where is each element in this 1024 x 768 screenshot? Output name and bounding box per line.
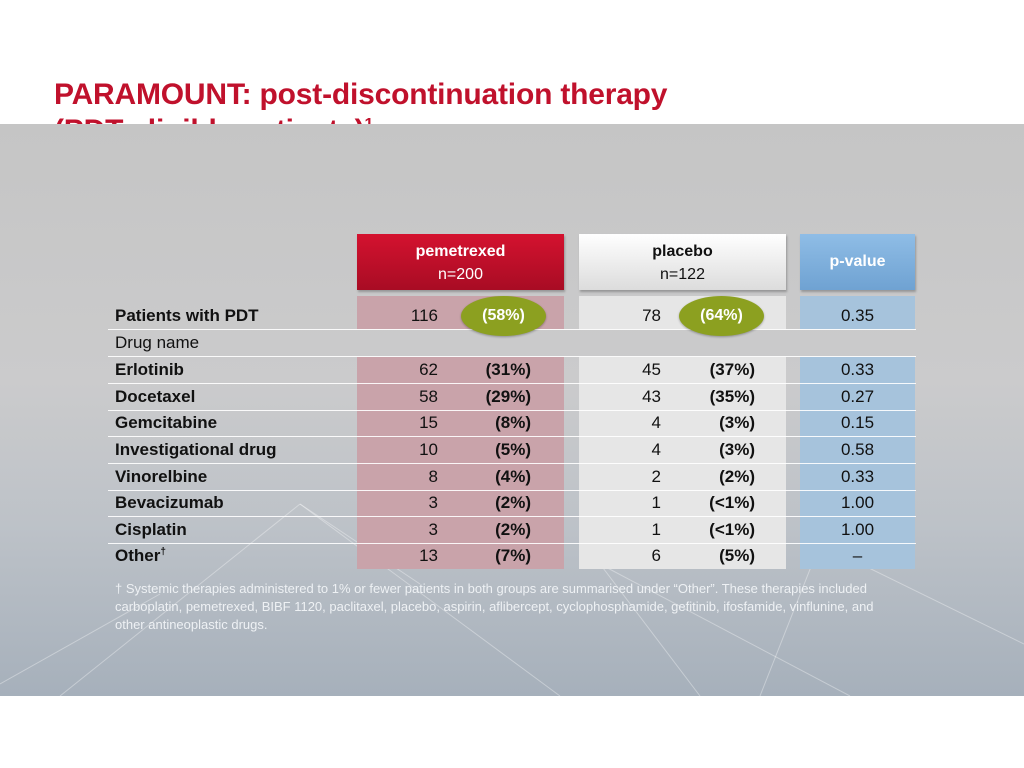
drug-label-text: Bevacizumab	[115, 493, 224, 512]
drug-label-text: Other	[115, 546, 161, 565]
summary-pemetrexed-percent-highlight: (58%)	[461, 296, 546, 336]
drug-pvalue: 1.00	[840, 520, 875, 539]
drug-label-text: Investigational drug	[115, 440, 277, 459]
drug-placebo-count: 4	[651, 440, 661, 459]
drug-label-text: Erlotinib	[115, 360, 184, 379]
drug-pemetrexed-count: 3	[428, 493, 438, 512]
summary-pvalue: 0.35	[840, 306, 875, 325]
drug-placebo-percent: (<1%)	[709, 520, 755, 539]
drug-row-label: Bevacizumab	[115, 490, 224, 516]
pemetrexed-header-name: pemetrexed	[415, 243, 506, 260]
row-separator	[108, 516, 916, 517]
drug-pvalue: 0.33	[840, 360, 875, 379]
drug-pvalue: 0.58	[840, 440, 875, 459]
drug-pemetrexed-count: 13	[419, 546, 438, 565]
drug-pvalue: –	[852, 546, 863, 565]
drug-placebo-count: 4	[651, 413, 661, 432]
drug-row-label: Erlotinib	[115, 357, 184, 383]
drug-placebo-percent: (3%)	[719, 413, 755, 432]
drug-row-label: Docetaxel	[115, 384, 195, 410]
drug-pemetrexed-count: 10	[419, 440, 438, 459]
row-separator	[108, 436, 916, 437]
drug-row-label: Cisplatin	[115, 517, 187, 543]
drug-pemetrexed-percent: (4%)	[495, 467, 531, 486]
drug-pemetrexed-percent: (2%)	[495, 493, 531, 512]
drug-label-text: Docetaxel	[115, 387, 196, 406]
summary-row-label: Patients with PDT	[115, 306, 259, 325]
drug-pemetrexed-percent: (7%)	[495, 546, 531, 565]
drug-label-text: Gemcitabine	[115, 413, 218, 432]
drug-placebo-percent: (3%)	[719, 440, 755, 459]
drug-pemetrexed-percent: (8%)	[495, 413, 531, 432]
drug-pemetrexed-percent: (29%)	[485, 387, 531, 406]
row-separator	[108, 543, 916, 544]
pvalue-header: p-value	[800, 234, 915, 290]
drug-pemetrexed-count: 15	[419, 413, 438, 432]
drug-pvalue: 0.27	[840, 387, 875, 406]
drug-row-label: Gemcitabine	[115, 410, 217, 436]
footnote-dagger-sup: †	[160, 546, 166, 558]
placebo-header-n: n=122	[660, 266, 705, 283]
pvalue-summary-cell	[800, 296, 915, 329]
pemetrexed-header-n: n=200	[438, 266, 483, 283]
drug-pemetrexed-percent: (5%)	[495, 440, 531, 459]
drug-name-header: Drug name	[115, 333, 200, 352]
drug-pemetrexed-count: 62	[419, 360, 438, 379]
drug-row-label: Investigational drug	[115, 437, 277, 463]
row-separator	[108, 410, 916, 411]
drug-placebo-count: 1	[651, 493, 661, 512]
placebo-header: placebo n=122	[579, 234, 786, 290]
background-decoration	[0, 503, 1024, 696]
row-separator	[108, 463, 916, 464]
drug-placebo-percent: (2%)	[719, 467, 755, 486]
drug-placebo-count: 6	[651, 546, 661, 565]
summary-placebo-count: 78	[642, 306, 661, 325]
drug-placebo-percent: (37%)	[709, 360, 755, 379]
drug-row-label: Other†	[115, 543, 166, 569]
title-line-1: PARAMOUNT: post-discontinuation therapy	[54, 78, 668, 111]
row-separator	[108, 356, 916, 357]
drug-label-text: Cisplatin	[115, 520, 187, 539]
drug-placebo-percent: (35%)	[709, 387, 755, 406]
drug-pemetrexed-percent: (31%)	[485, 360, 531, 379]
pemetrexed-header: pemetrexed n=200	[357, 234, 564, 290]
drug-pemetrexed-count: 58	[419, 387, 438, 406]
drug-placebo-percent: (<1%)	[709, 493, 755, 512]
drug-pemetrexed-percent: (2%)	[495, 520, 531, 539]
drug-placebo-count: 1	[651, 520, 661, 539]
placebo-header-name: placebo	[652, 243, 713, 260]
drug-row-label: Vinorelbine	[115, 464, 207, 490]
drug-pemetrexed-count: 8	[428, 467, 438, 486]
drug-pvalue: 0.33	[840, 467, 875, 486]
footnote: † Systemic therapies administered to 1% …	[115, 581, 874, 632]
drug-pemetrexed-count: 3	[428, 520, 438, 539]
row-separator	[108, 383, 916, 384]
drug-pvalue: 0.15	[840, 413, 875, 432]
drug-placebo-percent: (5%)	[719, 546, 755, 565]
drug-placebo-count: 45	[642, 360, 661, 379]
drug-pvalue: 1.00	[840, 493, 875, 512]
drug-label-text: Vinorelbine	[115, 467, 208, 486]
summary-placebo-percent-highlight: (64%)	[679, 296, 764, 336]
row-separator	[108, 490, 916, 491]
summary-pemetrexed-count: 116	[410, 306, 438, 325]
drug-placebo-count: 43	[642, 387, 661, 406]
drug-placebo-count: 2	[651, 467, 661, 486]
